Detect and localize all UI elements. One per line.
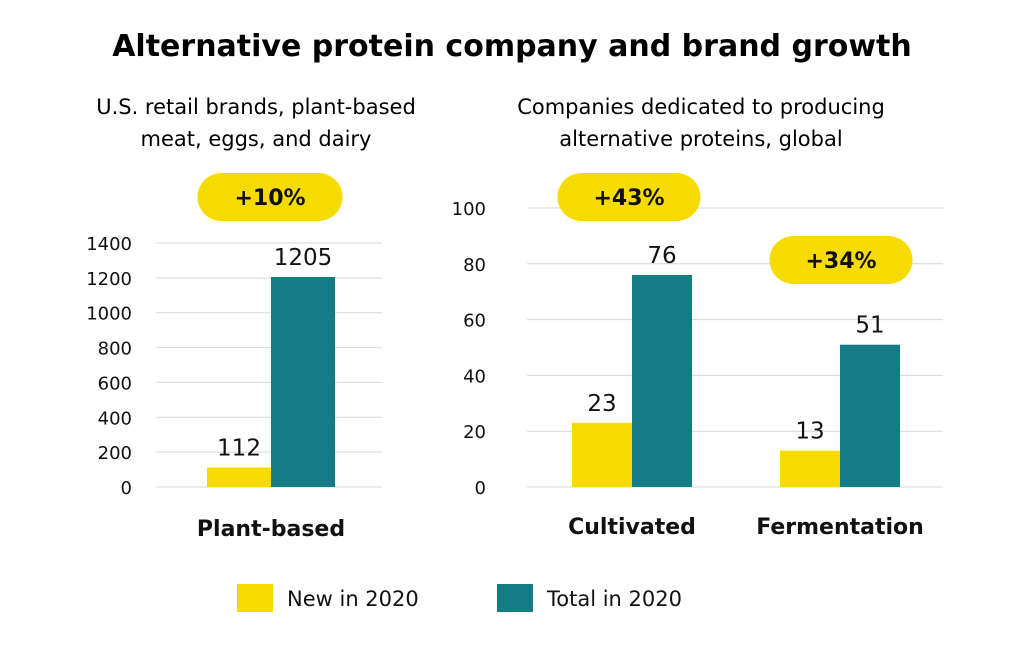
y-tick-label: 1000 [86, 304, 132, 325]
legend-label-new: New in 2020 [287, 587, 419, 611]
value-label-new: 13 [795, 419, 824, 445]
right-subtitle-line-1: Companies dedicated to producing [517, 95, 885, 119]
legend-swatch-total [497, 584, 533, 612]
right-subtitle-line-2: alternative proteins, global [559, 127, 842, 151]
y-tick-label: 600 [98, 373, 132, 394]
value-label-new: 23 [587, 391, 616, 417]
growth-badge-label: +34% [805, 249, 876, 274]
legend-label-total: Total in 2020 [546, 587, 682, 611]
category-label: Cultivated [568, 515, 696, 540]
y-tick-label: 200 [98, 443, 132, 464]
growth-badge-label: +10% [234, 186, 305, 211]
y-tick-label: 80 [463, 255, 486, 276]
value-label-total: 1205 [274, 245, 333, 271]
y-tick-label: 40 [463, 366, 486, 387]
legend: New in 2020 Total in 2020 [237, 584, 682, 612]
y-tick-label: 60 [463, 311, 486, 332]
y-tick-label: 800 [98, 339, 132, 360]
bar-total-plant-based [271, 276, 335, 487]
value-label-total: 76 [647, 243, 676, 269]
growth-badge [197, 173, 343, 221]
y-tick-label: 0 [475, 478, 486, 499]
category-label: Plant-based [197, 517, 345, 542]
growth-badge-label: +43% [593, 186, 664, 211]
legend-swatch-new [237, 584, 273, 612]
y-tick-label: 100 [452, 199, 486, 220]
y-tick-label: 1200 [86, 269, 132, 290]
bar-total-cultivated [632, 274, 692, 487]
y-tick-label: 20 [463, 422, 486, 443]
y-tick-label: 1400 [86, 234, 132, 255]
bar-total-fermentation [840, 344, 900, 487]
chart-title: Alternative protein company and brand gr… [112, 29, 912, 64]
y-tick-label: 400 [98, 408, 132, 429]
bar-new-plant-based [207, 467, 271, 487]
left-subtitle-line-1: U.S. retail brands, plant-based [96, 95, 416, 119]
category-label: Fermentation [756, 515, 924, 540]
growth-badge [769, 236, 913, 284]
bar-new-fermentation [780, 450, 840, 487]
bar-new-cultivated [572, 422, 632, 487]
value-label-new: 112 [217, 435, 261, 461]
left-subtitle-line-2: meat, eggs, and dairy [141, 127, 372, 151]
value-label-total: 51 [855, 313, 884, 339]
y-tick-label: 0 [121, 478, 132, 499]
right-chart: 0 20 40 60 80 100 23 76 Cultivated +43% 13 51 Fermen… [452, 173, 943, 540]
left-chart: 0 200 400 600 800 1000 1200 1400 112 1205 Plant-ba… [86, 173, 382, 542]
growth-badge [557, 173, 701, 221]
